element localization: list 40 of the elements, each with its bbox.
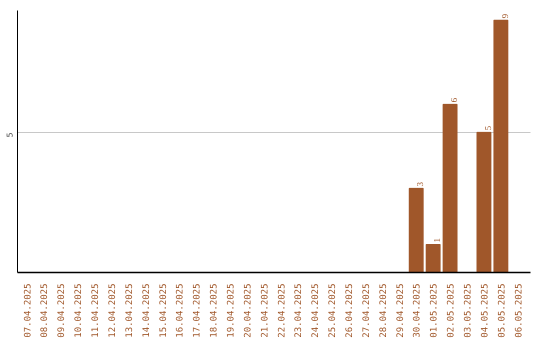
x-tick-label: 07.04.2025 (23, 283, 34, 338)
x-tick-label: 03.05.2025 (464, 283, 474, 338)
x-tick-label: 22.04.2025 (277, 283, 288, 338)
x-tick-label: 19.04.2025 (226, 283, 236, 338)
x-tick-label: 04.05.2025 (480, 283, 490, 338)
x-tick-label: 26.04.2025 (344, 283, 355, 338)
data-label: 3 (415, 181, 426, 186)
x-tick-label: 11.04.2025 (91, 283, 102, 338)
x-tick-label: 28.04.2025 (378, 283, 389, 338)
x-tick-label: 13.04.2025 (124, 283, 135, 338)
x-tick-label: 08.04.2025 (40, 283, 50, 338)
x-tick-label: 09.04.2025 (57, 283, 68, 338)
x-tick-label: 29.04.2025 (396, 283, 406, 338)
x-tick-label: 25.04.2025 (328, 283, 338, 338)
x-tick-label: 12.04.2025 (108, 283, 118, 338)
x-tick-label: 27.04.2025 (362, 283, 372, 338)
x-tick-label: 05.05.2025 (497, 283, 508, 338)
bar (408, 188, 424, 272)
x-tick-label: 18.04.2025 (210, 283, 220, 338)
data-label: 6 (449, 97, 460, 102)
bar (493, 20, 508, 272)
data-label: 5 (482, 125, 493, 130)
x-tick-label: 06.05.2025 (514, 283, 524, 338)
x-tick-label: 24.04.2025 (311, 283, 322, 338)
x-tick-label: 30.04.2025 (412, 283, 423, 338)
x-tick-label: 16.04.2025 (176, 283, 186, 338)
x-tick-label: 10.04.2025 (74, 283, 84, 338)
bar (476, 132, 492, 272)
data-label: 1 (432, 238, 442, 242)
x-tick-label: 14.04.2025 (142, 283, 152, 338)
bar (442, 104, 458, 272)
x-tick-label: 23.04.2025 (294, 283, 304, 338)
data-label: 9 (500, 13, 510, 18)
x-tick-label: 20.04.2025 (243, 283, 254, 338)
x-tick-label: 15.04.2025 (158, 283, 169, 338)
x-tick-label: 02.05.2025 (446, 283, 457, 338)
x-tick-label: 17.04.2025 (192, 283, 203, 338)
x-tick-label: 21.04.2025 (260, 283, 270, 338)
x-tick-label: 01.05.2025 (430, 283, 440, 338)
bar (426, 244, 441, 272)
